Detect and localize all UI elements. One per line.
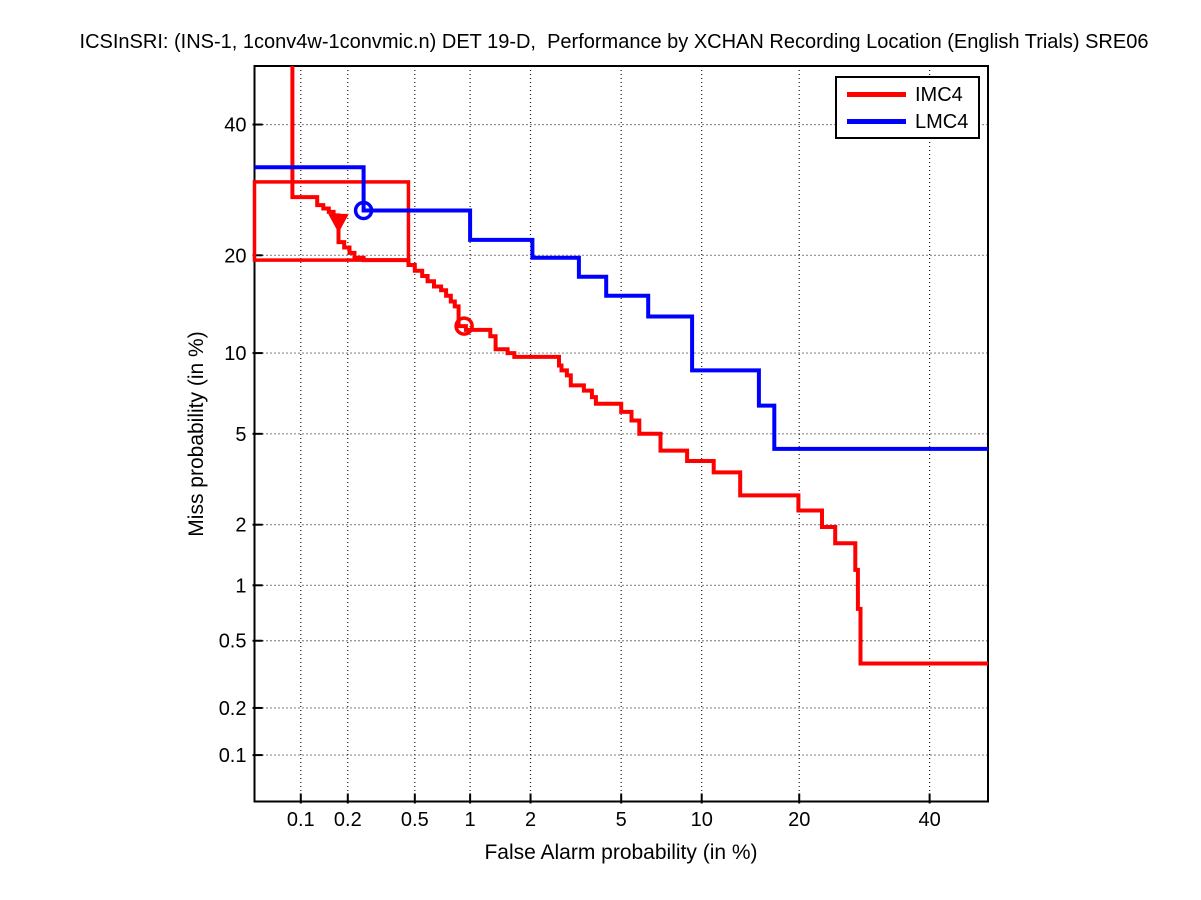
x-tick-label: 0.5 [401, 809, 429, 831]
lmc4-markers [353, 200, 374, 221]
legend-label-imc4: IMC4 [915, 83, 963, 106]
triangle-down-marker [328, 213, 349, 233]
x-tick-label: 20 [788, 809, 810, 831]
circle-marker [353, 200, 374, 221]
y-tick-label: 2 [235, 515, 246, 537]
dcf-region-box [252, 180, 411, 262]
y-tick-label: 1 [235, 575, 246, 597]
circle-marker [454, 316, 474, 336]
x-tick-label: 0.2 [334, 809, 362, 831]
legend[interactable]: IMC4 LMC4 [835, 76, 980, 139]
lmc4-curve [254, 165, 988, 451]
imc4-markers [328, 213, 474, 336]
x-axis-label: False Alarm probability (in %) [484, 841, 758, 864]
y-tick-label: 0.2 [219, 698, 247, 720]
imc4-curve [290, 66, 988, 666]
y-tick-label: 10 [224, 343, 246, 365]
legend-line-blue [847, 119, 906, 124]
y-axis-label: Miss probability (in %) [185, 331, 208, 537]
x-tick-label: 40 [918, 809, 940, 831]
y-tick-label: 40 [224, 115, 246, 137]
legend-label-lmc4: LMC4 [915, 110, 969, 133]
y-tick-label: 0.1 [219, 745, 247, 767]
y-tick-label: 0.5 [219, 631, 247, 653]
y-tick-label: 5 [235, 424, 246, 446]
grid-lines [254, 66, 988, 802]
x-tick-labels: 0.1 0.2 0.5 1 2 5 10 20 40 [287, 809, 941, 831]
x-tick-label: 2 [525, 809, 536, 831]
legend-item-imc4: IMC4 [837, 81, 978, 108]
x-tick-label: 0.1 [287, 809, 315, 831]
plot-title: ICSInSRI: (INS-1, 1conv4w-1convmic.n) DE… [79, 31, 1149, 53]
legend-item-lmc4: LMC4 [837, 108, 978, 135]
legend-line-red [847, 92, 906, 97]
tick-marks [252, 123, 931, 804]
x-tick-label: 10 [691, 809, 713, 831]
x-tick-label: 1 [465, 809, 476, 831]
y-tick-labels: 0.1 0.2 0.5 1 2 5 10 20 40 [219, 115, 247, 768]
x-tick-label: 5 [616, 809, 627, 831]
y-tick-label: 20 [224, 245, 246, 267]
